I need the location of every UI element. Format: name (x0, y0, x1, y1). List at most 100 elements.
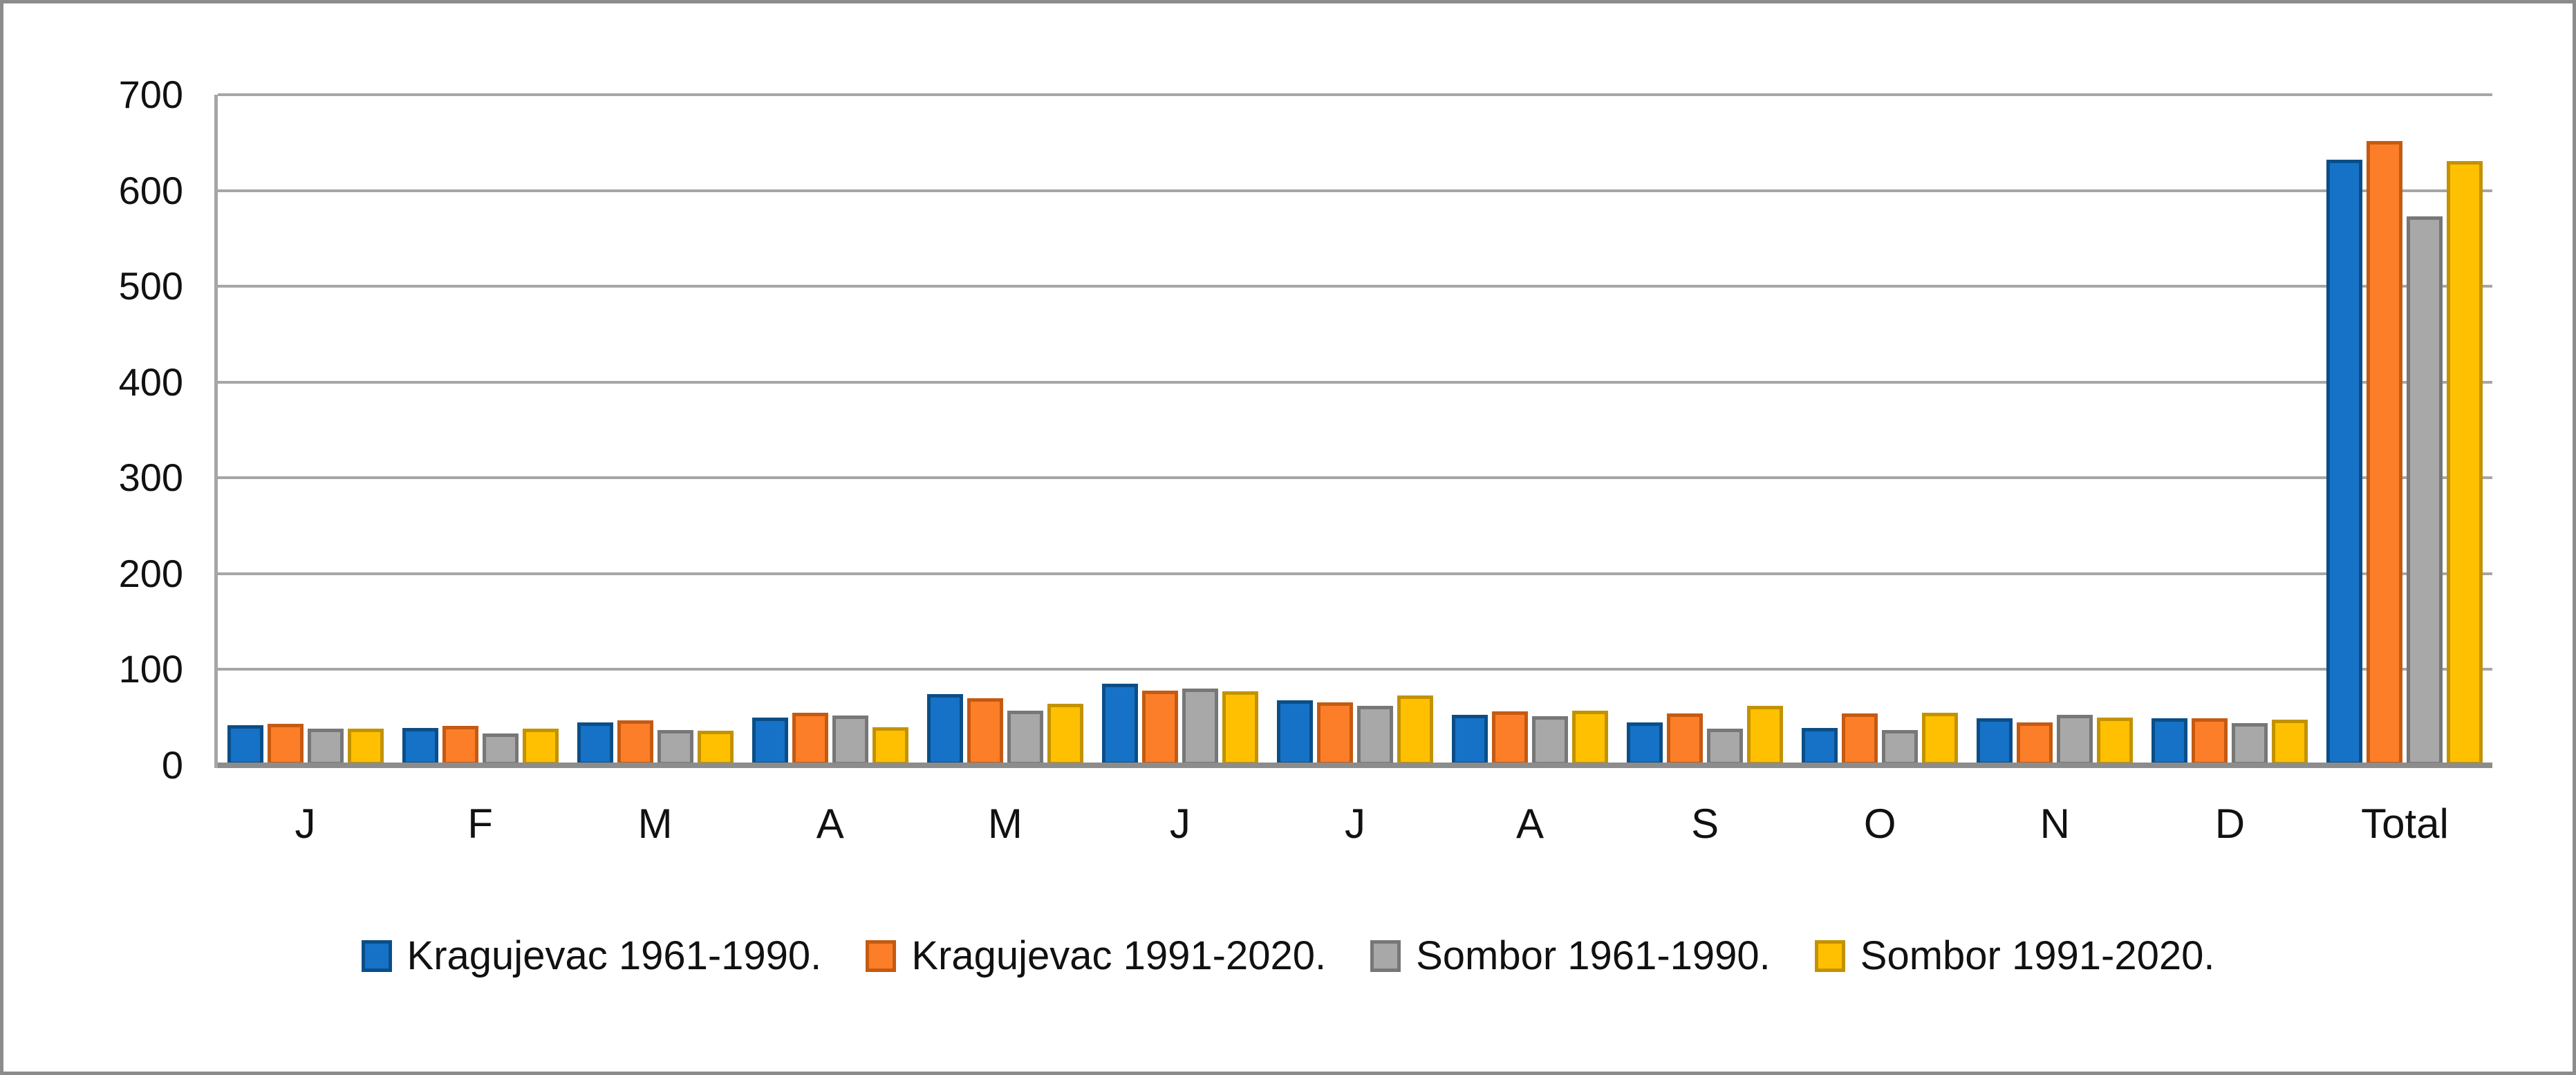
bar-kragujevac-1961-1990-a-7 (1452, 714, 1488, 765)
bar-kragujevac-1991-2020-f-1 (442, 726, 478, 765)
legend-swatch-icon-kragujevac-1991-2020 (866, 940, 897, 972)
bar-sombor-1991-2020-m-4 (1047, 704, 1083, 765)
bar-group-a-7 (1443, 95, 1618, 765)
y-tick-label-0: 0 (161, 743, 183, 787)
bar-kragujevac-1961-1990-n-10 (1977, 718, 2013, 765)
y-tick-label-500: 500 (118, 264, 183, 308)
bar-kragujevac-1991-2020-m-2 (617, 720, 653, 765)
legend-label-kragujevac-1991-2020: Kragujevac 1991-2020. (911, 933, 1327, 978)
y-tick-label-100: 100 (118, 647, 183, 691)
bar-group-j-5 (1092, 95, 1267, 765)
bar-kragujevac-1991-2020-n-10 (2017, 722, 2053, 765)
bar-kragujevac-1991-2020-a-3 (792, 712, 828, 765)
gridline-300 (218, 476, 2492, 480)
bar-kragujevac-1961-1990-m-4 (926, 694, 963, 765)
bar-sombor-1961-1990-s-8 (1707, 729, 1744, 765)
bar-kragujevac-1991-2020-s-8 (1667, 713, 1704, 765)
bar-sombor-1991-2020-j-0 (347, 729, 384, 765)
bar-sombor-1991-2020-d-11 (2272, 719, 2308, 765)
gridline-400 (218, 380, 2492, 384)
legend-label-sombor-1991-2020: Sombor 1991-2020. (1860, 933, 2215, 978)
bar-kragujevac-1991-2020-a-7 (1492, 711, 1529, 765)
gridline-700 (218, 93, 2492, 96)
bar-sombor-1991-2020-o-9 (1922, 712, 1959, 765)
x-category-label-m-2: M (637, 801, 673, 847)
bar-sombor-1961-1990-f-1 (482, 733, 519, 765)
x-category-label-d-11: D (2214, 801, 2246, 847)
bar-sombor-1961-1990-a-3 (832, 715, 868, 765)
bar-sombor-1991-2020-total-12 (2447, 160, 2483, 765)
bar-group-j-6 (1267, 95, 1442, 765)
x-category-label-o-9: O (1863, 801, 1896, 847)
plot-area (218, 93, 2492, 768)
bar-sombor-1991-2020-a-7 (1572, 711, 1609, 765)
x-axis-baseline (218, 763, 2492, 768)
legend-swatch-icon-kragujevac-1961-1990 (361, 940, 392, 972)
bar-kragujevac-1991-2020-j-0 (267, 724, 304, 765)
legend-swatch-icon-sombor-1961-1990 (1370, 940, 1401, 972)
legend-label-sombor-1961-1990: Sombor 1961-1990. (1416, 933, 1771, 978)
bar-kragujevac-1961-1990-j-0 (227, 725, 263, 765)
x-category-label-j-0: J (295, 801, 316, 847)
bar-sombor-1991-2020-a-3 (872, 727, 908, 765)
bar-group-n-10 (1968, 95, 2143, 765)
y-tick-label-600: 600 (118, 168, 183, 212)
bar-sombor-1961-1990-total-12 (2407, 216, 2443, 765)
bar-kragujevac-1991-2020-total-12 (2367, 140, 2403, 765)
bar-sombor-1991-2020-f-1 (522, 729, 559, 765)
bar-kragujevac-1961-1990-m-2 (577, 722, 613, 765)
bar-kragujevac-1991-2020-d-11 (2192, 718, 2228, 765)
bar-kragujevac-1961-1990-total-12 (2326, 160, 2363, 765)
bar-kragujevac-1961-1990-j-6 (1276, 700, 1313, 765)
legend: Kragujevac 1961-1990. Kragujevac 1991-202… (3, 934, 2573, 978)
x-category-label-j-5: J (1169, 801, 1191, 847)
gridline-500 (218, 285, 2492, 288)
bar-kragujevac-1991-2020-o-9 (1842, 713, 1878, 765)
bar-group-m-2 (568, 95, 743, 765)
bar-group-d-11 (2143, 95, 2317, 765)
bar-group-m-4 (917, 95, 1092, 765)
bar-group-a-3 (743, 95, 917, 765)
legend-item-sombor-1991-2020: Sombor 1991-2020. (1814, 933, 2215, 978)
bar-kragujevac-1961-1990-o-9 (1802, 727, 1838, 765)
x-category-label-a-3: A (816, 801, 844, 847)
bar-sombor-1991-2020-s-8 (1747, 706, 1784, 765)
bar-sombor-1991-2020-n-10 (2097, 717, 2134, 765)
bar-sombor-1961-1990-j-5 (1182, 689, 1218, 765)
bar-sombor-1961-1990-a-7 (1532, 716, 1569, 765)
bar-group-o-9 (1793, 95, 1968, 765)
bar-kragujevac-1961-1990-j-5 (1101, 684, 1138, 765)
bar-group-f-1 (393, 95, 568, 765)
legend-item-kragujevac-1961-1990: Kragujevac 1961-1990. (361, 933, 822, 978)
bar-kragujevac-1961-1990-a-3 (752, 717, 788, 765)
bar-sombor-1991-2020-j-6 (1397, 695, 1433, 765)
bar-sombor-1961-1990-j-0 (307, 729, 344, 765)
bar-kragujevac-1961-1990-s-8 (1627, 722, 1663, 765)
legend-label-kragujevac-1961-1990: Kragujevac 1961-1990. (407, 933, 822, 978)
y-tick-label-400: 400 (118, 359, 183, 404)
bar-kragujevac-1961-1990-f-1 (402, 727, 438, 765)
bar-sombor-1961-1990-d-11 (2232, 723, 2268, 765)
bar-sombor-1991-2020-m-2 (697, 731, 734, 765)
legend-swatch-icon-sombor-1991-2020 (1814, 940, 1845, 972)
bar-sombor-1991-2020-j-5 (1222, 691, 1258, 765)
x-category-label-n-10: N (2040, 801, 2070, 847)
gridline-100 (218, 668, 2492, 671)
x-category-label-a-7: A (1516, 801, 1544, 847)
legend-item-kragujevac-1991-2020: Kragujevac 1991-2020. (866, 934, 1326, 978)
bar-sombor-1961-1990-j-6 (1356, 706, 1393, 765)
bar-group-total-12 (2317, 95, 2492, 765)
x-category-label-s-8: S (1691, 801, 1719, 847)
y-tick-label-700: 700 (118, 73, 183, 116)
gridline-600 (218, 189, 2492, 192)
y-axis-line (214, 95, 218, 768)
y-tick-label-200: 200 (118, 551, 183, 595)
bar-sombor-1961-1990-m-4 (1007, 711, 1043, 765)
bar-sombor-1961-1990-o-9 (1882, 729, 1919, 765)
bar-sombor-1961-1990-n-10 (2057, 714, 2093, 765)
bar-sombor-1961-1990-m-2 (657, 729, 693, 765)
legend-item-sombor-1961-1990: Sombor 1961-1990. (1370, 934, 1771, 978)
x-category-label-total-12: Total (2361, 801, 2449, 847)
gridline-200 (218, 572, 2492, 575)
